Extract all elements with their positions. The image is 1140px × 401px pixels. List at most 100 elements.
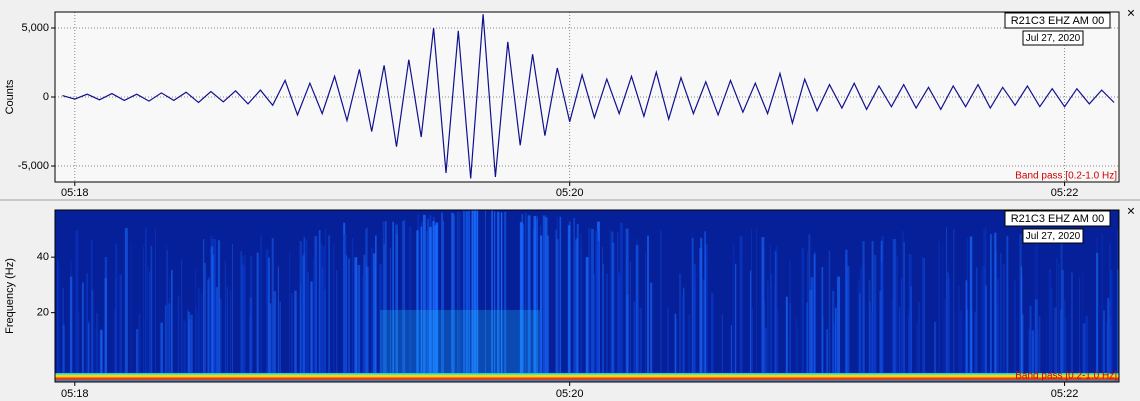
spectrogram-stripe [535, 219, 538, 382]
spectrogram-stripe [770, 273, 772, 382]
date-label: Jul 27, 2020 [1026, 33, 1081, 44]
spectrogram-stripe [169, 298, 170, 382]
spectrogram-stripe [224, 260, 226, 382]
spectrogram-low-band [55, 373, 1119, 382]
spectrogram-stripe [833, 323, 835, 382]
spectrogram-stripe [694, 286, 695, 382]
close-button[interactable]: × [1127, 5, 1135, 21]
spectrogram-stripe [751, 228, 752, 382]
spectrogram-stripe [934, 321, 937, 382]
spectrogram-stripe [810, 277, 814, 382]
plot-frame [54, 209, 1120, 383]
close-button[interactable]: × [1127, 203, 1135, 219]
spectrogram-stripe [260, 235, 263, 382]
spectrogram-stripe [832, 291, 835, 382]
spectrogram-stripe [244, 254, 246, 382]
spectrogram-stripe [711, 292, 714, 382]
spectrogram-stripe [374, 235, 377, 382]
spectrogram-stripe [602, 264, 605, 382]
plot [55, 210, 1119, 382]
spectrogram-stripe [266, 249, 269, 382]
spectrogram-stripe [544, 217, 548, 382]
spectrogram-stripe [1056, 257, 1058, 382]
spectrogram-stripe [1103, 310, 1105, 382]
spectrogram-stripe [143, 317, 145, 382]
spectrogram-stripe [602, 247, 603, 382]
spectrogram-stripe [194, 268, 196, 382]
spectrogram-stripe [187, 308, 188, 382]
spectrogram-stripe [923, 258, 925, 382]
spectrogram-stripe [291, 292, 293, 382]
spectrogram-stripe [56, 259, 59, 382]
spectrogram-stripe [527, 215, 531, 382]
spectrogram-stripe [217, 240, 221, 382]
spectrogram-stripe [392, 221, 394, 382]
spectrogram-stripe [674, 313, 677, 382]
spectrogram-stripe [465, 211, 469, 382]
spectrogram-stripe [269, 303, 272, 382]
spectrogram-stripe [964, 325, 967, 382]
spectrogram-stripe [777, 310, 779, 382]
spectrogram-stripe [203, 239, 205, 382]
spectrogram-stripe [213, 239, 216, 382]
spectrogram-stripe [826, 329, 828, 382]
spectrogram-stripe [585, 257, 589, 382]
spectrogram-stripe [789, 303, 791, 382]
spectrogram-stripe [1028, 329, 1031, 382]
spectrogram-stripe [739, 236, 743, 382]
spectrogram-stripe [1082, 323, 1086, 382]
spectrogram-stripe [383, 243, 385, 382]
spectrogram-stripe [629, 261, 631, 382]
spectrogram-stripe [136, 329, 139, 382]
spectrogram-stripe [1029, 300, 1031, 382]
spectrogram-stripe [324, 288, 326, 382]
spectrogram-stripe [969, 236, 973, 382]
spectrogram-stripe [138, 313, 141, 382]
spectrogram-stripe [181, 309, 183, 382]
spectrogram-stripe [702, 279, 706, 382]
spectrogram-stripe [985, 227, 987, 382]
spectrogram-stripe [1105, 321, 1109, 382]
spectrogram-stripe [1108, 317, 1111, 382]
spectrogram-stripe [593, 273, 595, 382]
spectrogram-stripe [1002, 264, 1005, 382]
spectrogram-stripe [289, 251, 291, 382]
spectrogram-stripe [789, 260, 791, 382]
spectrogram-stripe [953, 229, 955, 382]
spectrogram-stripe [171, 269, 173, 382]
spectrogram-stripe [271, 238, 274, 382]
spectrogram-stripe [525, 212, 527, 382]
spectrogram-stripe [568, 221, 571, 382]
spectrogram-glow [380, 310, 540, 382]
spectrogram-stripe [85, 272, 88, 382]
spectrogram-stripe [891, 299, 894, 382]
spectrogram-stripe [267, 257, 270, 382]
spectrogram-stripe [985, 285, 988, 382]
spectrogram-stripe [166, 250, 169, 382]
spectrogram-stripe [357, 264, 361, 382]
spectrogram-stripe [348, 258, 350, 382]
spectrogram-stripe [1038, 316, 1041, 382]
spectrogram-stripe [611, 231, 614, 382]
spectrogram-stripe [1060, 309, 1062, 382]
spectrogram-stripe [115, 278, 117, 382]
spectrogram-stripe [575, 238, 579, 382]
spectrogram-stripe [832, 306, 834, 382]
spectrogram-stripe [279, 301, 281, 382]
spectrogram-stripe [1058, 263, 1060, 382]
spectrogram-stripe [453, 215, 455, 382]
spectrogram-stripe [468, 210, 470, 382]
spectrogram-stripe [947, 283, 949, 382]
spectrogram-stripe [869, 301, 871, 382]
spectrogram-stripe [402, 220, 405, 382]
spectrogram-stripe [1054, 307, 1057, 382]
waveform [62, 14, 1115, 179]
spectrogram-stripe [382, 221, 384, 382]
spectrogram-stripe [384, 221, 387, 382]
y-tick-label: 0 [43, 91, 49, 103]
spectrogram-stripe [765, 327, 767, 382]
spectrogram-stripe [966, 238, 969, 382]
spectrogram-stripe [322, 245, 325, 382]
spectrogram-stripe [567, 225, 571, 382]
spectrogram-stripe [1036, 228, 1039, 382]
